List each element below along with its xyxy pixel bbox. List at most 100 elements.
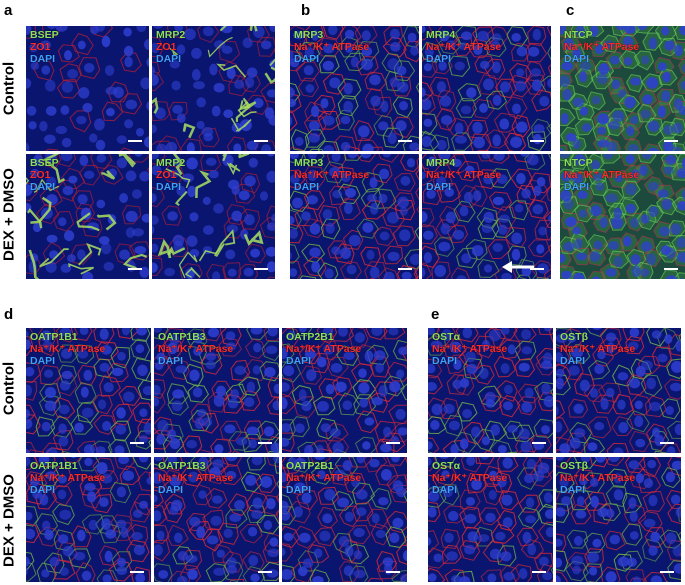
- stain-label-line: DAPI: [564, 53, 590, 65]
- panel-letter-c: c: [566, 2, 575, 19]
- stain-label: NTCP Na⁺/K⁺ ATPase DAPI: [564, 29, 639, 65]
- scale-bar: [660, 571, 674, 573]
- stain-label-line: DAPI: [30, 355, 56, 367]
- stain-label-line: Na⁺/K⁺ ATPase: [158, 472, 234, 484]
- micrograph-d-control-oatp1b1: OATP1B1 Na⁺/K⁺ ATPase DAPI: [26, 328, 151, 453]
- stain-label-line: Na⁺/K⁺ ATPase: [158, 343, 234, 355]
- stain-label-line: OSTα: [432, 460, 461, 472]
- micrograph-d-dex-oatp1b3: OATP1B3 Na⁺/K⁺ ATPase DAPI: [154, 457, 279, 582]
- scale-bar: [128, 268, 142, 270]
- stain-label-line: DAPI: [30, 181, 56, 193]
- micrograph-image: [26, 154, 149, 279]
- stain-label-line: DAPI: [156, 181, 182, 193]
- stain-label: OATP2B1 Na⁺/K⁺ ATPase DAPI: [286, 331, 361, 367]
- micrograph-image: [560, 26, 685, 151]
- micrograph-c-control-ntcp: NTCP Na⁺/K⁺ ATPase DAPI: [560, 26, 685, 151]
- stain-label-line: Na⁺/K⁺ ATPase: [294, 41, 370, 53]
- micrograph-d-control-oatp2b1: OATP2B1 Na⁺/K⁺ ATPase DAPI: [282, 328, 407, 453]
- scale-bar: [530, 140, 544, 142]
- stain-label: NTCP Na⁺/K⁺ ATPase DAPI: [564, 157, 639, 193]
- micrograph-image: [556, 328, 681, 453]
- stain-label: OATP1B1 Na⁺/K⁺ ATPase DAPI: [30, 331, 105, 367]
- micrograph-image: [154, 328, 279, 453]
- stain-label-line: DAPI: [426, 53, 452, 65]
- scale-bar: [254, 140, 268, 142]
- stain-label-line: Na⁺/K⁺ ATPase: [560, 472, 636, 484]
- stain-label-line: DAPI: [286, 484, 312, 496]
- micrograph-b-control-mrp4: MRP4 Na⁺/K⁺ ATPase DAPI: [422, 26, 551, 151]
- stain-label-line: Na⁺/K⁺ ATPase: [426, 169, 502, 181]
- micrograph-image: [152, 26, 275, 151]
- scale-bar: [386, 571, 400, 573]
- scale-bar: [130, 571, 144, 573]
- stain-label-line: ZO1: [156, 41, 177, 53]
- stain-label-line: DAPI: [432, 355, 458, 367]
- row-label-dex-bottom: DEX + DMSO: [0, 474, 18, 567]
- stain-label-line: OSTβ: [560, 460, 588, 472]
- stain-label: MRP4 Na⁺/K⁺ ATPase DAPI: [426, 29, 501, 65]
- stain-label-line: OATP1B1: [30, 331, 78, 343]
- stain-label: MRP4 Na⁺/K⁺ ATPase DAPI: [426, 157, 501, 193]
- micrograph-a-dex-bsep: BSEP ZO1 DAPI: [26, 154, 149, 279]
- scale-bar: [254, 268, 268, 270]
- stain-label-line: DAPI: [294, 53, 320, 65]
- stain-label: OATP1B3 Na⁺/K⁺ ATPase DAPI: [158, 460, 233, 496]
- arrow-icon: [502, 261, 534, 273]
- micrograph-image: [154, 457, 279, 582]
- stain-label-line: Na⁺/K⁺ ATPase: [560, 343, 636, 355]
- micrograph-image: [26, 328, 151, 453]
- micrograph-image: [422, 26, 551, 151]
- stain-label-line: BSEP: [30, 157, 59, 169]
- stain-label-line: Na⁺/K⁺ ATPase: [564, 41, 640, 53]
- micrograph-d-dex-oatp1b1: OATP1B1 Na⁺/K⁺ ATPase DAPI: [26, 457, 151, 582]
- stain-label-line: MRP3: [294, 157, 324, 169]
- stain-label: OSTα Na⁺/K⁺ ATPase DAPI: [432, 460, 507, 496]
- stain-label-line: DAPI: [560, 484, 586, 496]
- scale-bar: [258, 442, 272, 444]
- micrograph-image: [422, 154, 551, 279]
- micrograph-image: [556, 457, 681, 582]
- micrograph-image: [26, 457, 151, 582]
- scale-bar: [664, 268, 678, 270]
- stain-label-line: NTCP: [564, 29, 593, 41]
- scale-bar: [532, 571, 546, 573]
- stain-label-line: MRP3: [294, 29, 324, 41]
- micrograph-image: [290, 154, 419, 279]
- micrograph-image: [428, 328, 553, 453]
- panel-letter-a: a: [4, 2, 13, 19]
- stain-label-line: DAPI: [286, 355, 312, 367]
- scale-bar: [386, 442, 400, 444]
- stain-label-line: MRP2: [156, 157, 186, 169]
- stain-label-line: Na⁺/K⁺ ATPase: [30, 343, 106, 355]
- micrograph-a-control-mrp2: MRP2 ZO1 DAPI: [152, 26, 275, 151]
- stain-label: MRP2 ZO1 DAPI: [156, 29, 185, 65]
- stain-label-line: OSTα: [432, 331, 461, 343]
- micrograph-b-control-mrp3: MRP3 Na⁺/K⁺ ATPase DAPI: [290, 26, 419, 151]
- stain-label-line: DAPI: [156, 53, 182, 65]
- stain-label-line: Na⁺/K⁺ ATPase: [432, 343, 508, 355]
- stain-label-line: OSTβ: [560, 331, 588, 343]
- scale-bar: [398, 140, 412, 142]
- stain-label: OATP2B1 Na⁺/K⁺ ATPase DAPI: [286, 460, 361, 496]
- stain-label-line: MRP4: [426, 29, 456, 41]
- panel-letter-b: b: [301, 2, 311, 19]
- stain-label-line: DAPI: [564, 181, 590, 193]
- scale-bar: [398, 268, 412, 270]
- micrograph-b-dex-mrp4: MRP4 Na⁺/K⁺ ATPase DAPI: [422, 154, 551, 279]
- stain-label-line: OATP2B1: [286, 460, 334, 472]
- micrograph-image: [560, 154, 685, 279]
- stain-label-line: OATP1B3: [158, 460, 206, 472]
- stain-label-line: ZO1: [30, 41, 51, 53]
- row-label-control-top: Control: [0, 61, 18, 116]
- stain-label-line: Na⁺/K⁺ ATPase: [286, 343, 362, 355]
- stain-label-line: MRP4: [426, 157, 456, 169]
- stain-label: MRP3 Na⁺/K⁺ ATPase DAPI: [294, 157, 369, 193]
- scale-bar: [258, 571, 272, 573]
- micrograph-image: [290, 26, 419, 151]
- stain-label-line: DAPI: [432, 484, 458, 496]
- stain-label-line: ZO1: [30, 169, 51, 181]
- stain-label: OSTβ Na⁺/K⁺ ATPase DAPI: [560, 460, 635, 496]
- micrograph-b-dex-mrp3: MRP3 Na⁺/K⁺ ATPase DAPI: [290, 154, 419, 279]
- stain-label-line: MRP2: [156, 29, 186, 41]
- stain-label-line: BSEP: [30, 29, 59, 41]
